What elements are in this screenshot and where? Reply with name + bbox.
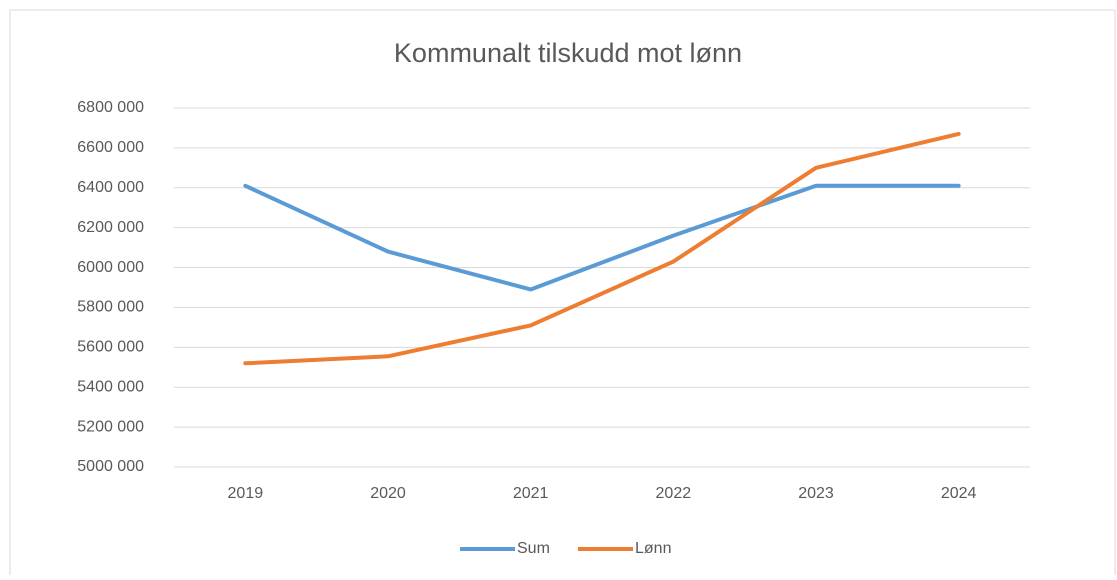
y-tick-label: 6200 000 [77, 219, 144, 236]
y-tick-label: 5800 000 [77, 299, 144, 316]
legend-label: Sum [517, 540, 550, 557]
y-tick-label: 6600 000 [77, 139, 144, 156]
x-tick-label: 2024 [941, 485, 977, 502]
y-tick-label: 5000 000 [77, 458, 144, 475]
legend-label: Lønn [635, 540, 671, 557]
y-tick-label: 5600 000 [77, 339, 144, 356]
x-tick-label: 2022 [656, 485, 692, 502]
y-tick-label: 6000 000 [77, 259, 144, 276]
y-tick-label: 5400 000 [77, 378, 144, 395]
y-tick-label: 6400 000 [77, 179, 144, 196]
x-tick-label: 2020 [370, 485, 406, 502]
y-tick-label: 6800 000 [77, 99, 144, 116]
chart-border [9, 9, 1116, 580]
series-line [243, 183, 961, 292]
x-tick-label: 2021 [513, 485, 549, 502]
series-line [243, 131, 961, 366]
y-tick-label: 5200 000 [77, 418, 144, 435]
x-tick-label: 2019 [228, 485, 264, 502]
x-tick-label: 2023 [798, 485, 834, 502]
chart-title: Kommunalt tilskudd mot lønn [394, 38, 742, 68]
